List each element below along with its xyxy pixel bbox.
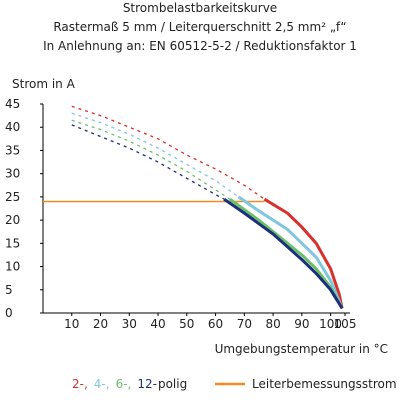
x-axis-label: Umgebungstemperatur in °C [215, 342, 388, 356]
x-tick-label: 50 [179, 317, 194, 331]
y-axis-label: Strom in A [12, 77, 76, 91]
y-tick-label: 30 [5, 167, 20, 181]
y-tick-label: 10 [5, 260, 20, 274]
series-line-dashed [71, 119, 231, 200]
legend-label: 12- [137, 377, 157, 391]
x-tick-label: 60 [208, 317, 223, 331]
y-tick-label: 0 [5, 306, 13, 320]
x-tick-label: 70 [237, 317, 252, 331]
x-tick-label: 10 [64, 317, 79, 331]
x-tick-label: 30 [122, 317, 137, 331]
y-tick-label: 5 [5, 283, 13, 297]
y-tick-label: 35 [5, 143, 20, 157]
chart-subtitle: Rastermaß 5 mm / Leiterquerschnitt 2,5 m… [53, 20, 346, 34]
series-line [237, 195, 344, 309]
x-tick-label: 100 [319, 317, 342, 331]
legend-label: 4-, [94, 377, 110, 391]
series-line [229, 197, 344, 310]
y-tick-label: 20 [5, 213, 20, 227]
series-line-dashed [71, 124, 225, 200]
y-tick-label: 45 [5, 97, 20, 111]
y-tick-label: 40 [5, 120, 20, 134]
series-line-dashed [71, 112, 239, 198]
y-tick-label: 25 [5, 190, 20, 204]
series-line [263, 197, 344, 309]
legend-label: 2-, [72, 377, 88, 391]
legend-suffix: polig [158, 377, 187, 391]
series-line [223, 197, 344, 310]
legend-label: 6-, [116, 377, 132, 391]
x-tick-label: 20 [93, 317, 108, 331]
x-tick-label: 90 [294, 317, 309, 331]
x-tick-label: 105 [334, 317, 357, 331]
x-tick-label: 40 [150, 317, 165, 331]
chart-subtitle: In Anlehnung an: EN 60512-5-2 / Reduktio… [43, 39, 357, 53]
series-line-dashed [71, 105, 265, 200]
x-tick-label: 80 [265, 317, 280, 331]
legend-label: Leiterbemessungsstrom [252, 377, 397, 391]
chart-title: Strombelastbarkeitskurve [123, 1, 277, 15]
y-tick-label: 15 [5, 236, 20, 250]
